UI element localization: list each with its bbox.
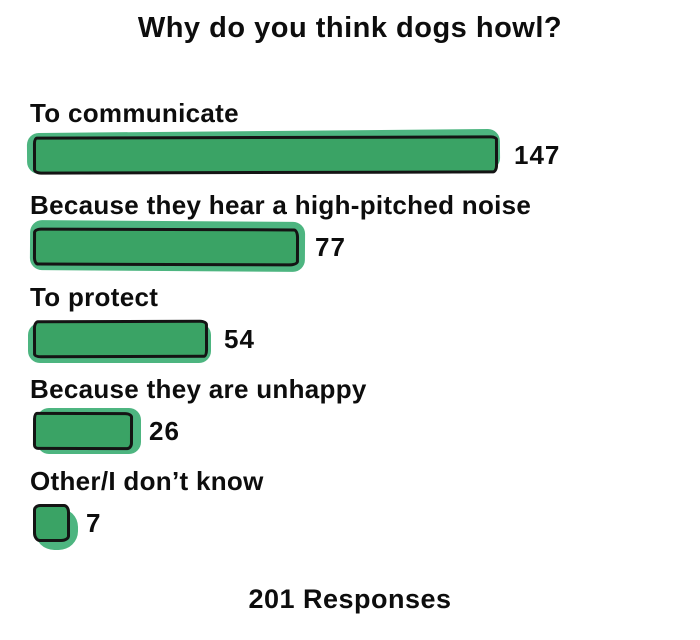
chart-title: Why do you think dogs howl? [137, 12, 563, 44]
bar-category-label: Because they hear a high-pitched noise [30, 190, 532, 220]
bar-category-label: Other/I don’t know [30, 466, 264, 496]
bar-track [28, 319, 211, 363]
bar-value-label: 7 [86, 507, 102, 538]
bar [32, 319, 209, 359]
bar-row: To communicate 147 [26, 96, 700, 175]
bar-row: Other/I don’t know 7 [30, 464, 700, 550]
bar-row: To protect 54 [28, 280, 700, 363]
bar-track [33, 504, 78, 550]
bar-value-label: 77 [315, 231, 346, 262]
chart-rows: To communicate 147 Because they hear a hig… [0, 96, 700, 550]
bar-line: 54 [28, 319, 700, 363]
bar-value-label: 147 [514, 139, 561, 170]
bar-line: 77 [29, 220, 700, 272]
bar-line: 7 [33, 504, 700, 550]
bar [32, 411, 134, 451]
bar-row: Because they are unhappy 26 [30, 372, 700, 454]
bar-row: Because they hear a high-pitched noise 77 [29, 188, 700, 272]
bar-line: 147 [26, 128, 700, 175]
bar [33, 504, 70, 542]
bar-line: 26 [32, 408, 700, 454]
bar [32, 135, 499, 175]
bar [32, 227, 300, 267]
bar-track [29, 220, 306, 272]
responses-total: 201 Responses [248, 584, 452, 614]
bar-category-label: Because they are unhappy [30, 374, 367, 404]
bar-track [32, 408, 141, 454]
bar-category-label: To communicate [30, 98, 239, 128]
bar-value-label: 54 [224, 323, 255, 354]
bar-value-label: 26 [149, 415, 180, 446]
bar-category-label: To protect [30, 282, 159, 312]
bar-track [26, 128, 501, 175]
